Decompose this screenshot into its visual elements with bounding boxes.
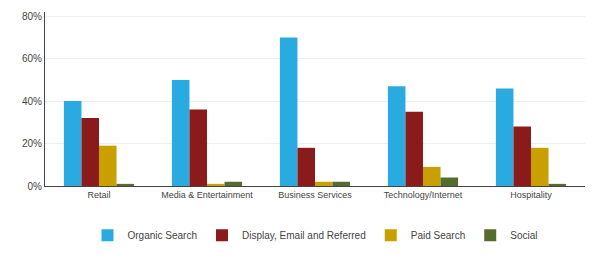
svg-text:60%: 60% — [22, 53, 42, 64]
svg-text:Organic Search: Organic Search — [128, 230, 197, 241]
svg-text:Paid Search: Paid Search — [411, 230, 465, 241]
svg-text:20%: 20% — [22, 138, 42, 149]
svg-text:40%: 40% — [22, 96, 42, 107]
svg-text:0%: 0% — [28, 181, 43, 192]
svg-text:Business Services: Business Services — [278, 190, 352, 200]
svg-text:Hospitality: Hospitality — [510, 190, 552, 200]
svg-text:Technology/Internet: Technology/Internet — [384, 190, 463, 200]
svg-text:Media & Entertainment: Media & Entertainment — [161, 190, 253, 200]
svg-text:Social: Social — [510, 230, 537, 241]
svg-text:80%: 80% — [22, 11, 42, 22]
svg-text:Retail: Retail — [87, 190, 110, 200]
svg-text:Display, Email and Referred: Display, Email and Referred — [242, 230, 366, 241]
